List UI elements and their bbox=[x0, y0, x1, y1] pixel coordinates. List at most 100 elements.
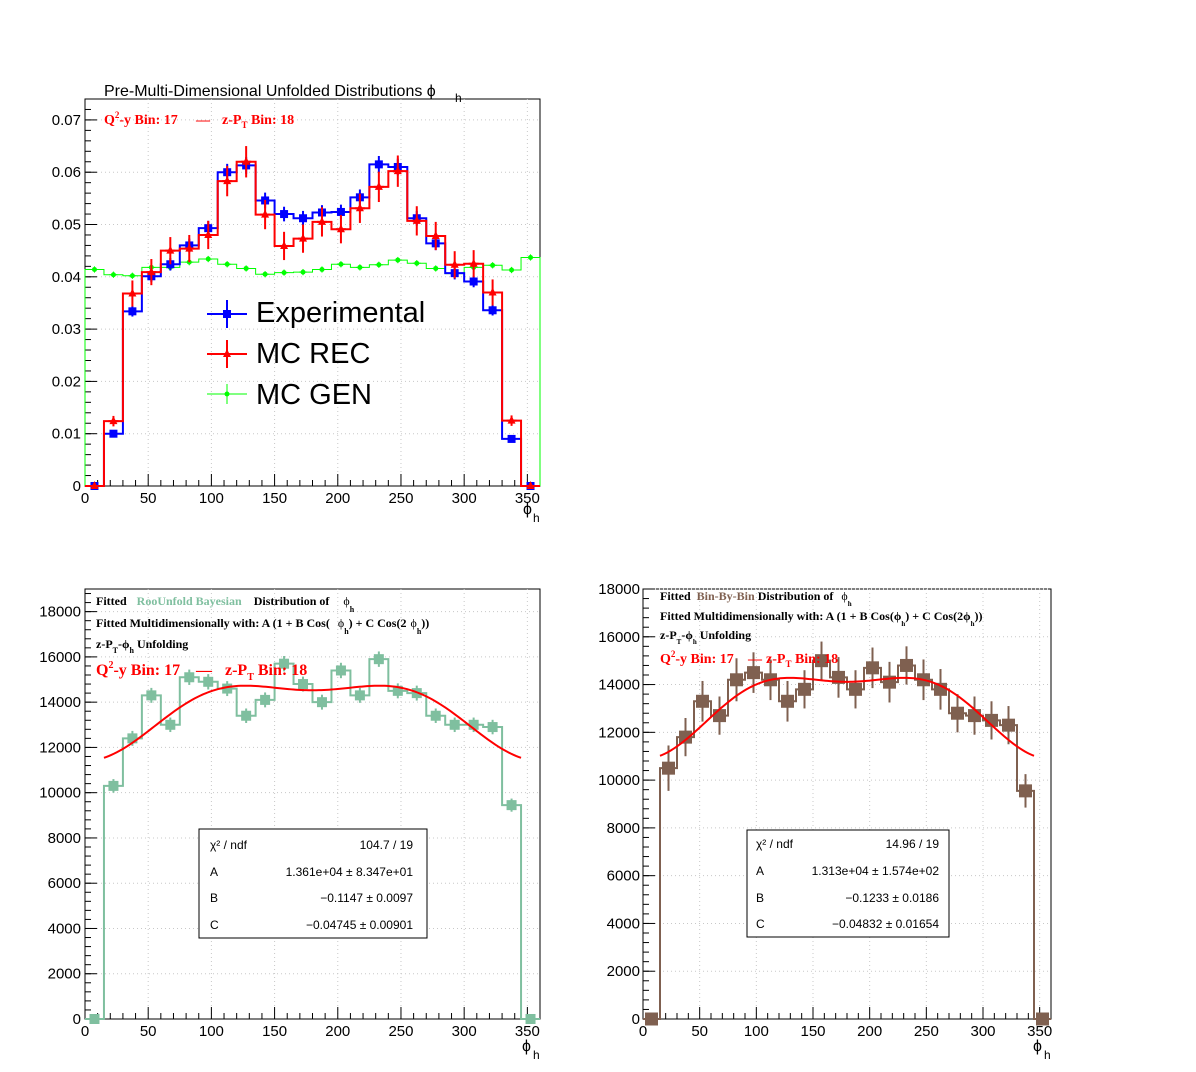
y-tick-label: 0 bbox=[73, 478, 81, 495]
y-tick-label: 0 bbox=[73, 1011, 81, 1028]
plot-frame bbox=[84, 588, 541, 1020]
data-point bbox=[108, 780, 119, 791]
x-tick-label: 300 bbox=[452, 490, 477, 507]
legend-label-mc-gen: MC GEN bbox=[256, 379, 372, 411]
data-point bbox=[487, 722, 498, 733]
stats-c-label: C bbox=[210, 918, 219, 932]
data-point bbox=[506, 800, 517, 811]
data-point bbox=[430, 710, 441, 721]
data-point bbox=[146, 690, 157, 701]
data-point bbox=[469, 277, 478, 286]
bayesian-panel: 0 50 100 150 200 250 300 350 0 2000 4000 6000 8000 10… bbox=[39, 588, 541, 1062]
zpt-bin-label: z-PT Bin: 18 bbox=[222, 113, 294, 130]
legend-entry-mc-gen: MC GEN bbox=[207, 379, 372, 411]
y-tick-label: 0.03 bbox=[52, 321, 81, 338]
stats-b-value: −0.1147 ± 0.0097 bbox=[320, 891, 413, 905]
data-point bbox=[222, 683, 233, 694]
data-point bbox=[645, 1012, 658, 1026]
y-tick-label: 12000 bbox=[39, 739, 81, 756]
x-tick-label: 0 bbox=[81, 490, 89, 507]
y-tick-label: 4000 bbox=[48, 920, 81, 937]
data-point bbox=[849, 682, 862, 696]
q2y-bin-label: Q2-y Bin: 17 bbox=[660, 649, 734, 667]
y-tick-label: 0.05 bbox=[52, 217, 81, 234]
stats-a-label: A bbox=[756, 864, 764, 878]
data-point bbox=[679, 730, 692, 744]
y-tick-label: 10000 bbox=[598, 772, 640, 789]
x-tick-label: 150 bbox=[800, 1023, 825, 1040]
x-tick-label: 50 bbox=[140, 1023, 157, 1040]
y-tick-label: 14000 bbox=[598, 677, 640, 694]
y-tick-label: 0.01 bbox=[52, 426, 81, 443]
data-point bbox=[299, 214, 308, 223]
data-point bbox=[127, 733, 138, 744]
y-tick-label: 0.04 bbox=[52, 269, 81, 286]
y-tick-label: 8000 bbox=[607, 820, 640, 837]
x-tick-label: 250 bbox=[388, 1023, 413, 1040]
axes: 0 50 100 150 200 250 300 350 0 2000 4000 6000 8000 10… bbox=[39, 593, 540, 1040]
chart-title-line1: Fitted Bin-By-Bin Distribution of ϕh bbox=[660, 589, 852, 608]
data-point bbox=[696, 694, 709, 708]
x-axis-label-subscript: h bbox=[533, 1048, 540, 1062]
legend-entry-experimental: Experimental bbox=[207, 297, 425, 329]
y-tick-label: 4000 bbox=[607, 915, 640, 932]
stats-c-label: C bbox=[756, 917, 765, 931]
data-point bbox=[488, 306, 497, 315]
stats-b-value: −0.1233 ± 0.0186 bbox=[845, 891, 939, 905]
grid bbox=[85, 99, 540, 486]
x-tick-label: 350 bbox=[515, 1023, 540, 1040]
x-tick-label: 100 bbox=[199, 1023, 224, 1040]
x-tick-label: 100 bbox=[744, 1023, 769, 1040]
data-point bbox=[1002, 718, 1015, 732]
data-point bbox=[392, 685, 403, 696]
data-point bbox=[985, 713, 998, 727]
zpt-bin-label: z-PT Bin: 18 bbox=[766, 652, 838, 669]
legend-entry-mc-rec: MC REC bbox=[207, 338, 370, 370]
y-tick-label: 6000 bbox=[607, 868, 640, 885]
x-tick-label: 50 bbox=[691, 1023, 708, 1040]
stats-chi2-label: χ² / ndf bbox=[210, 838, 248, 852]
data-point bbox=[968, 709, 981, 723]
bin-separator: — bbox=[747, 652, 763, 667]
x-tick-label: 50 bbox=[140, 490, 157, 507]
data-point bbox=[713, 709, 726, 723]
chart-marks bbox=[643, 641, 1051, 1026]
stats-a-value: 1.313e+04 ± 1.574e+02 bbox=[812, 864, 940, 878]
stats-chi2-value: 104.7 / 19 bbox=[360, 838, 414, 852]
chart-title-line3: z-PT-ϕh Unfolding bbox=[660, 628, 751, 646]
legend: Experimental MC REC MC GEN bbox=[207, 297, 425, 411]
x-axis-label: ϕ bbox=[1033, 1038, 1042, 1055]
y-tick-label: 18000 bbox=[598, 581, 640, 598]
chart-title: Pre-Multi-Dimensional Unfolded Distribut… bbox=[104, 83, 436, 100]
chart-title-line2: Fitted Multidimensionally with: A (1 + B… bbox=[660, 609, 982, 628]
fit-curve bbox=[659, 676, 1035, 757]
bin-separator: — bbox=[195, 662, 213, 679]
x-tick-label: 350 bbox=[1027, 1023, 1052, 1040]
data-point bbox=[354, 690, 365, 701]
axes: 0 50 100 150 200 250 300 350 0 2000 4000 6000 8000 10… bbox=[598, 581, 1052, 1040]
data-point bbox=[525, 1014, 536, 1024]
data-point bbox=[1036, 1012, 1049, 1026]
y-tick-label: 0.06 bbox=[52, 164, 81, 181]
x-tick-label: 200 bbox=[857, 1023, 882, 1040]
bin-separator: — bbox=[195, 113, 211, 128]
legend-label-mc-rec: MC REC bbox=[256, 338, 370, 370]
fit-stats-box: χ² / ndf 14.96 / 19 A 1.313e+04 ± 1.574e… bbox=[746, 829, 950, 938]
y-tick-label: 14000 bbox=[39, 694, 81, 711]
chart-title-line3: z-PT-ϕh Unfolding bbox=[96, 637, 188, 655]
data-point bbox=[373, 654, 384, 665]
x-tick-label: 150 bbox=[262, 1023, 287, 1040]
data-point bbox=[1019, 784, 1032, 798]
data-point bbox=[336, 207, 345, 216]
legend-label-experimental: Experimental bbox=[256, 297, 425, 329]
histogram-outline bbox=[85, 160, 540, 487]
chart-title-subscript: h bbox=[455, 91, 462, 105]
data-point bbox=[316, 697, 327, 708]
data-point bbox=[165, 719, 176, 730]
bin-by-bin-panel: 0 50 100 150 200 250 300 350 0 2000 4000 6000 8000 10… bbox=[598, 581, 1052, 1062]
y-tick-label: 0.07 bbox=[52, 112, 81, 129]
fit-stats-box: χ² / ndf 104.7 / 19 A 1.361e+04 ± 8.347e… bbox=[198, 828, 428, 939]
x-tick-label: 350 bbox=[515, 490, 540, 507]
stats-c-value: −0.04832 ± 0.01654 bbox=[832, 917, 939, 931]
